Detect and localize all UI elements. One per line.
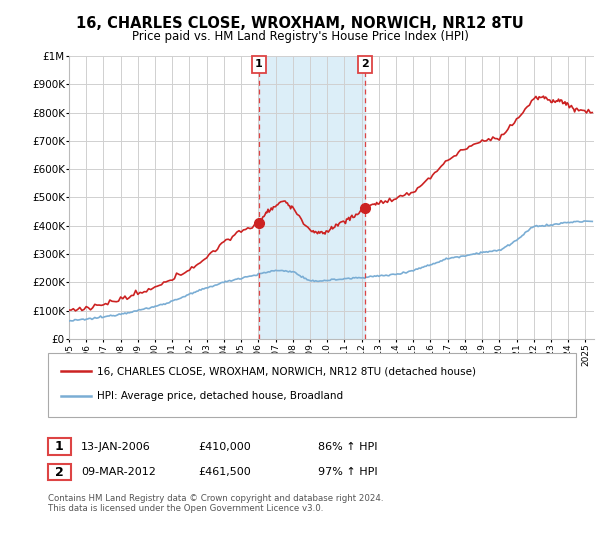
Text: 2: 2 (361, 59, 369, 69)
Text: 86% ↑ HPI: 86% ↑ HPI (318, 442, 377, 452)
Text: 1: 1 (55, 440, 64, 454)
Text: 16, CHARLES CLOSE, WROXHAM, NORWICH, NR12 8TU: 16, CHARLES CLOSE, WROXHAM, NORWICH, NR1… (76, 16, 524, 31)
Bar (259, 56, 365, 339)
Text: 2: 2 (55, 465, 64, 479)
Text: £461,500: £461,500 (198, 467, 251, 477)
Text: Contains HM Land Registry data © Crown copyright and database right 2024.
This d: Contains HM Land Registry data © Crown c… (48, 494, 383, 514)
Text: 97% ↑ HPI: 97% ↑ HPI (318, 467, 377, 477)
Text: 09-MAR-2012: 09-MAR-2012 (81, 467, 156, 477)
Text: Price paid vs. HM Land Registry's House Price Index (HPI): Price paid vs. HM Land Registry's House … (131, 30, 469, 43)
Text: 16, CHARLES CLOSE, WROXHAM, NORWICH, NR12 8TU (detached house): 16, CHARLES CLOSE, WROXHAM, NORWICH, NR1… (97, 366, 476, 376)
Text: 13-JAN-2006: 13-JAN-2006 (81, 442, 151, 452)
Text: 1: 1 (255, 59, 263, 69)
Text: £410,000: £410,000 (198, 442, 251, 452)
Text: HPI: Average price, detached house, Broadland: HPI: Average price, detached house, Broa… (97, 391, 343, 401)
